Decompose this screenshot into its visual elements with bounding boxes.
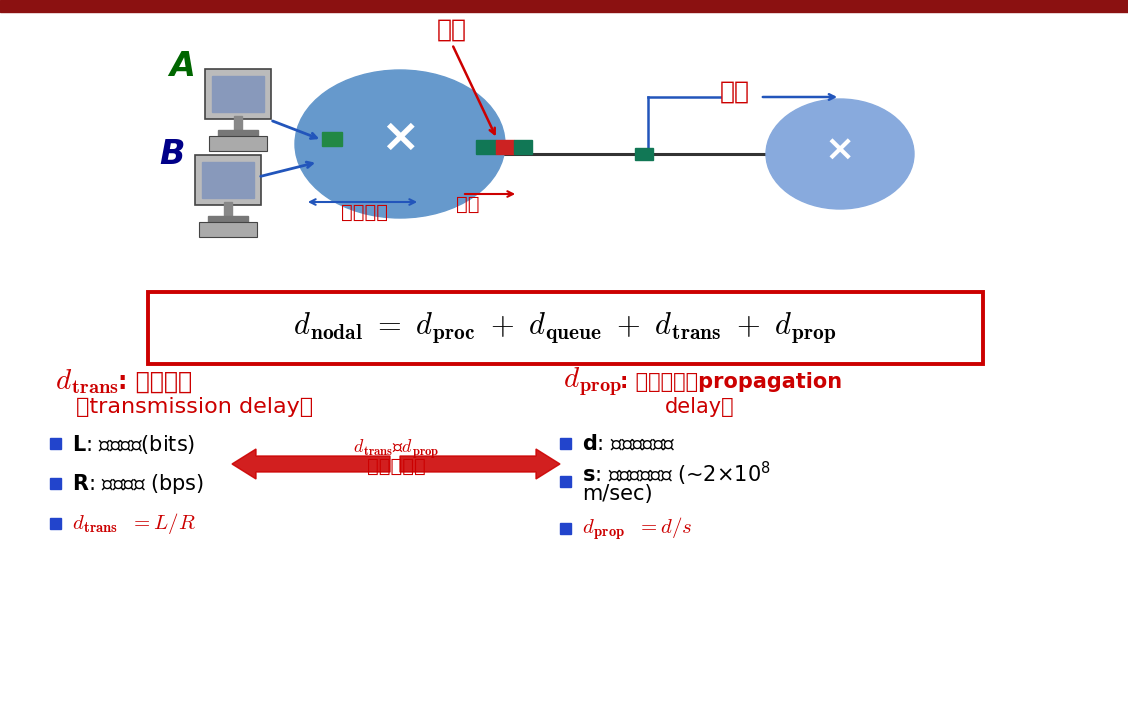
Text: 完全不同！: 完全不同！ [367,456,425,476]
Bar [212,76,264,112]
Ellipse shape [766,99,914,209]
Bar [476,140,496,154]
FancyBboxPatch shape [205,69,271,119]
Text: $\mathit{\mathbf{L}}$: 分组长度(bits): $\mathit{\mathbf{L}}$: 分组长度(bits) [72,432,195,456]
Text: $\mathbf{\mathit{d}}_{\mathbf{prop}}$: $\mathbf{\mathit{d}}_{\mathbf{prop}}$ [563,366,623,399]
Text: 传输: 传输 [437,18,467,42]
Text: 排队: 排队 [456,194,479,214]
Text: 传播: 传播 [720,80,750,104]
Bar [559,523,571,534]
Text: $\mathbf{\mathit{d}}_{\mathbf{trans}}$: $\mathbf{\mathit{d}}_{\mathbf{trans}}$ [55,367,118,397]
Bar [635,148,653,160]
Text: $\mathbf{\mathit{d}}_{\mathbf{nodal}}\ =\ \mathbf{\mathit{d}}_{\mathbf{proc}}\ +: $\mathbf{\mathit{d}}_{\mathbf{nodal}}\ =… [293,310,837,345]
Text: : 传输延迟: : 传输延迟 [118,370,192,394]
Bar [218,130,258,136]
FancyBboxPatch shape [148,292,982,364]
Bar [50,518,61,529]
Bar [559,438,571,449]
Bar [50,438,61,449]
Text: A: A [169,50,195,83]
Bar [496,140,514,154]
Text: $\mathit{\mathbf{d}}$: 物理链路长度: $\mathit{\mathbf{d}}$: 物理链路长度 [582,434,676,454]
Bar [208,216,248,222]
Text: $\mathit{\mathbf{s}}$: 信号传播速度 (~2×10$^8$: $\mathit{\mathbf{s}}$: 信号传播速度 (~2×10$^8$ [582,460,770,488]
Bar [559,476,571,487]
Text: B: B [159,138,185,171]
Bar [514,140,532,154]
Text: ×: × [380,115,420,160]
FancyArrow shape [232,449,390,479]
Text: $\mathbf{\mathit{d}}_{\mathbf{trans}}\ \ = L/R$: $\mathbf{\mathit{d}}_{\mathbf{trans}}\ \… [72,511,196,537]
Bar [0,0,1128,12]
Bar [321,132,342,146]
Text: （transmission delay）: （transmission delay） [77,397,314,417]
Bar [50,478,61,489]
Bar [202,162,254,198]
FancyBboxPatch shape [195,155,261,205]
FancyBboxPatch shape [209,136,267,151]
Text: ×: × [825,133,855,167]
Text: $\mathbf{\mathit{d}}_{\mathbf{prop}}\ \ = d/s$: $\mathbf{\mathit{d}}_{\mathbf{prop}}\ \ … [582,515,693,543]
Text: 结点处理: 结点处理 [342,202,388,221]
Text: $\mathbf{\mathit{d}}_{\mathbf{trans}}$与$\mathbf{\mathit{d}}_{\mathbf{prop}}$: $\mathbf{\mathit{d}}_{\mathbf{trans}}$与$… [353,437,439,461]
FancyArrow shape [400,449,559,479]
Bar [224,202,232,218]
Text: delay）: delay） [666,397,734,417]
Bar [233,116,243,132]
FancyBboxPatch shape [199,222,257,237]
Text: m/sec): m/sec) [582,484,653,504]
Text: $\mathit{\mathbf{R}}$: 鿠路带宽 (bps): $\mathit{\mathbf{R}}$: 鿠路带宽 (bps) [72,472,204,496]
Text: : 传播延迟（propagation: : 传播延迟（propagation [620,372,843,392]
Ellipse shape [296,70,505,218]
